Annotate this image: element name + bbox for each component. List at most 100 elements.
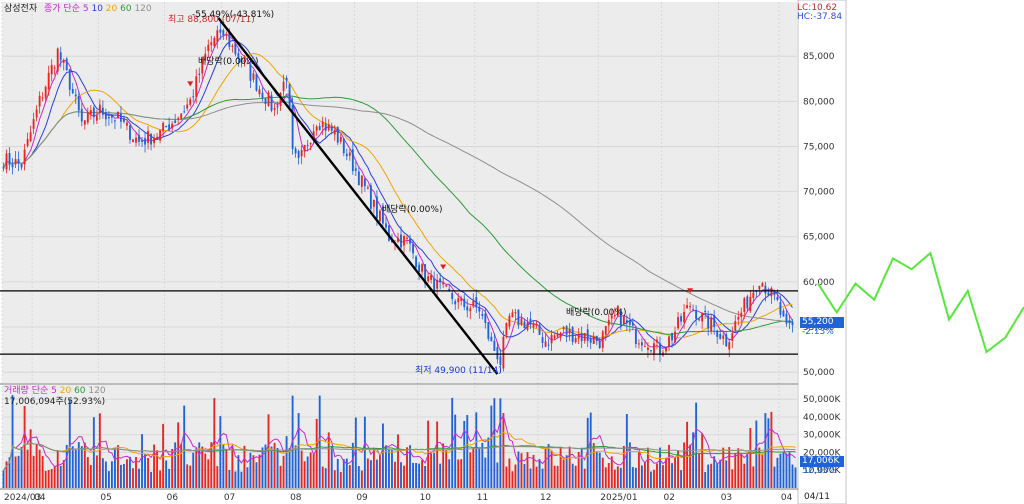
volume-bar xyxy=(276,447,279,488)
volume-bar xyxy=(415,463,417,488)
volume-bar xyxy=(363,416,366,488)
volume-bar xyxy=(613,469,616,488)
candle-body xyxy=(35,109,38,118)
month-label: 04 xyxy=(34,493,46,503)
volume-bar xyxy=(698,453,701,488)
candle-body xyxy=(442,282,445,285)
dividend-label-2: 배당락(0.00%) xyxy=(382,205,443,215)
volume-bar xyxy=(47,470,50,488)
candle-body xyxy=(643,346,646,348)
volume-bar xyxy=(388,449,390,488)
candle-body xyxy=(126,122,128,126)
volume-bar xyxy=(38,449,41,488)
candle-body xyxy=(505,323,508,336)
volume-legend-ma5: 5 xyxy=(51,386,57,396)
volume-bar xyxy=(478,447,481,488)
candle-body xyxy=(439,278,442,283)
candle-body xyxy=(291,104,294,149)
candle-body xyxy=(144,138,146,145)
volume-bar xyxy=(475,412,478,488)
volume-bar xyxy=(659,447,661,488)
candle-body xyxy=(650,350,652,352)
volume-bar xyxy=(171,448,174,488)
volume-bar xyxy=(550,450,553,488)
dividend-label-1: 배당락(0.00%) xyxy=(198,57,259,67)
volume-bar xyxy=(394,461,396,488)
volume-bar xyxy=(56,450,59,488)
candle-body xyxy=(345,153,348,157)
candle-body xyxy=(110,115,113,118)
candle-body xyxy=(511,312,514,318)
volume-bar xyxy=(333,470,336,488)
candle-body xyxy=(321,121,324,128)
volume-bar xyxy=(788,452,791,488)
volume-bar xyxy=(150,471,152,488)
candle-body xyxy=(222,30,225,36)
volume-bar xyxy=(656,463,658,488)
legend-ma60: 60 xyxy=(120,4,132,14)
volume-bar xyxy=(135,456,137,488)
volume-bar xyxy=(472,447,475,488)
volume-bar xyxy=(53,466,56,488)
candle-body xyxy=(135,137,137,143)
candle-body xyxy=(47,72,50,90)
candle-body xyxy=(610,315,613,319)
candle-body xyxy=(174,120,177,124)
candle-body xyxy=(26,139,29,146)
candle-body xyxy=(101,107,104,115)
candle-body xyxy=(50,64,53,75)
candle-body xyxy=(689,306,692,308)
candle-body xyxy=(74,94,77,97)
volume-bar xyxy=(460,459,463,488)
candle-body xyxy=(469,308,472,312)
volume-bar xyxy=(225,449,228,488)
candle-body xyxy=(382,206,384,224)
volume-bar xyxy=(469,452,472,488)
volume-bar xyxy=(228,469,231,488)
volume-bar xyxy=(403,465,405,488)
candle-body xyxy=(637,343,640,345)
volume-bar xyxy=(773,466,776,488)
candle-body xyxy=(186,104,189,109)
swing-annotation: -55.49%(-43.81%) xyxy=(192,10,275,20)
volume-bar xyxy=(637,452,640,488)
volume-bar xyxy=(351,442,354,488)
volume-bar xyxy=(147,457,149,488)
candle-body xyxy=(68,69,71,90)
volume-bar xyxy=(264,444,267,488)
candle-body xyxy=(213,38,216,47)
volume-bar xyxy=(689,444,692,488)
candle-body xyxy=(8,152,11,166)
volume-bar xyxy=(174,442,177,488)
candle-body xyxy=(267,92,270,106)
volume-bar xyxy=(767,418,770,488)
candle-body xyxy=(243,60,246,62)
volume-bar xyxy=(421,459,424,488)
candle-body xyxy=(535,323,538,326)
candle-body xyxy=(592,336,595,344)
candle-body xyxy=(598,341,601,348)
candle-body xyxy=(388,225,390,241)
candle-body xyxy=(132,139,134,143)
candle-body xyxy=(77,95,80,111)
volume-bar xyxy=(758,447,761,488)
volume-bar xyxy=(366,458,369,488)
candle-body xyxy=(282,81,285,92)
price-tick-label: 55,000 xyxy=(803,323,835,333)
volume-bar xyxy=(23,406,26,488)
volume-bar xyxy=(601,457,604,488)
volume-bar xyxy=(418,463,421,488)
volume-bar xyxy=(270,446,273,488)
volume-bar xyxy=(216,466,219,488)
candle-body xyxy=(159,130,162,141)
ma-line-120 xyxy=(3,101,793,323)
candle-body xyxy=(309,142,312,145)
volume-bar xyxy=(234,471,237,488)
volume-bar xyxy=(683,442,686,488)
volume-bar xyxy=(309,452,312,488)
volume-bar xyxy=(282,455,285,488)
volume-bar xyxy=(339,471,342,488)
candle-body xyxy=(294,148,297,154)
volume-bar xyxy=(138,468,140,488)
